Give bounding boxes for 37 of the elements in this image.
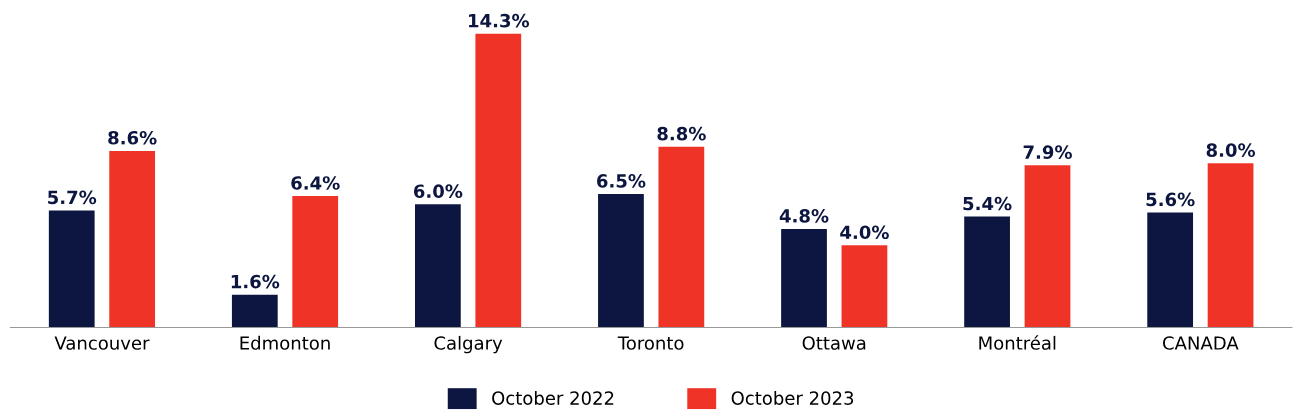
x-tick-label: Montréal <box>979 335 1056 350</box>
x-tick-label: Edmonton <box>240 335 330 350</box>
x-tick-label: Toronto <box>617 336 684 350</box>
x-tick-label: CANADA <box>1162 336 1239 350</box>
data-label: 8.6% <box>108 130 157 145</box>
bar <box>1147 212 1194 328</box>
bar <box>1207 163 1254 328</box>
bar <box>964 216 1010 328</box>
bar <box>292 196 339 328</box>
x-tick-label: Ottawa <box>802 336 866 350</box>
legend-label: October 2023 <box>731 390 854 405</box>
bar <box>598 194 644 328</box>
data-label: 14.3% <box>469 13 530 28</box>
bar <box>841 245 888 328</box>
bar <box>414 204 461 328</box>
bar <box>475 33 522 328</box>
x-tick-label: Calgary <box>434 335 503 354</box>
data-label: 6.0% <box>413 184 463 199</box>
bar <box>231 294 278 328</box>
data-label: 4.0% <box>840 225 889 240</box>
data-label: 4.8% <box>779 209 829 223</box>
data-label: 7.9% <box>1023 145 1072 159</box>
bar <box>48 210 95 328</box>
bar <box>658 146 705 328</box>
bar <box>781 228 827 328</box>
data-label: 6.5% <box>597 174 646 188</box>
legend-label: October 2022 <box>492 390 614 405</box>
bar <box>1024 165 1071 328</box>
data-label: 8.8% <box>657 126 706 141</box>
data-label: 5.7% <box>48 190 97 205</box>
x-tick-label: Vancouver <box>54 336 150 350</box>
data-label: 1.6% <box>231 274 280 289</box>
data-label: 8.0% <box>1206 143 1256 157</box>
data-label: 5.4% <box>963 196 1012 211</box>
data-label: 5.6% <box>1146 192 1195 207</box>
data-label: 6.4% <box>291 176 340 190</box>
bar <box>109 150 156 328</box>
